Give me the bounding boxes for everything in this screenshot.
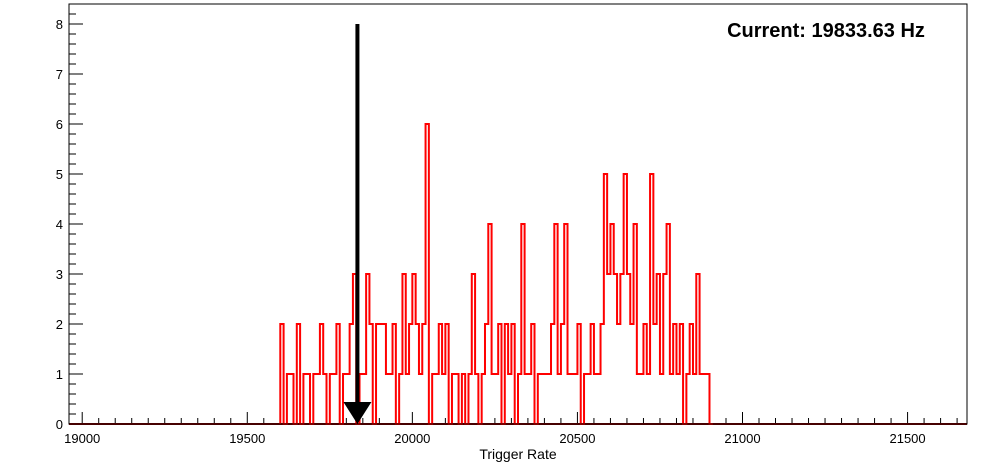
x-tick-label: 19500 — [229, 431, 265, 446]
y-tick-label: 3 — [56, 267, 63, 282]
y-tick-label: 2 — [56, 317, 63, 332]
x-tick-label: 21000 — [724, 431, 760, 446]
current-rate-label: Current: 19833.63 Hz — [727, 20, 925, 42]
current-rate-arrow — [343, 24, 372, 424]
y-axis-ticks: 0 1 2 3 4 5 6 7 8 — [56, 3, 83, 432]
x-tick-label: 19000 — [64, 431, 100, 446]
x-tick-label: 20000 — [394, 431, 430, 446]
x-tick-label: 21500 — [889, 431, 925, 446]
arrow-head — [343, 402, 372, 424]
y-tick-label: 7 — [56, 67, 63, 82]
x-tick-label: 20500 — [559, 431, 595, 446]
x-axis-title: Trigger Rate — [479, 446, 557, 462]
y-tick-label: 8 — [56, 17, 63, 32]
y-tick-label: 0 — [56, 417, 63, 432]
y-tick-label: 1 — [56, 367, 63, 382]
y-tick-label: 5 — [56, 167, 63, 182]
x-axis-ticks: 19000 19500 20000 20500 21000 21500 — [64, 412, 958, 446]
histogram-series-line — [279, 123, 713, 425]
plot-background — [69, 4, 967, 424]
plot-frame — [68, 3, 968, 425]
y-tick-label: 4 — [56, 217, 63, 232]
y-tick-label: 6 — [56, 117, 63, 132]
